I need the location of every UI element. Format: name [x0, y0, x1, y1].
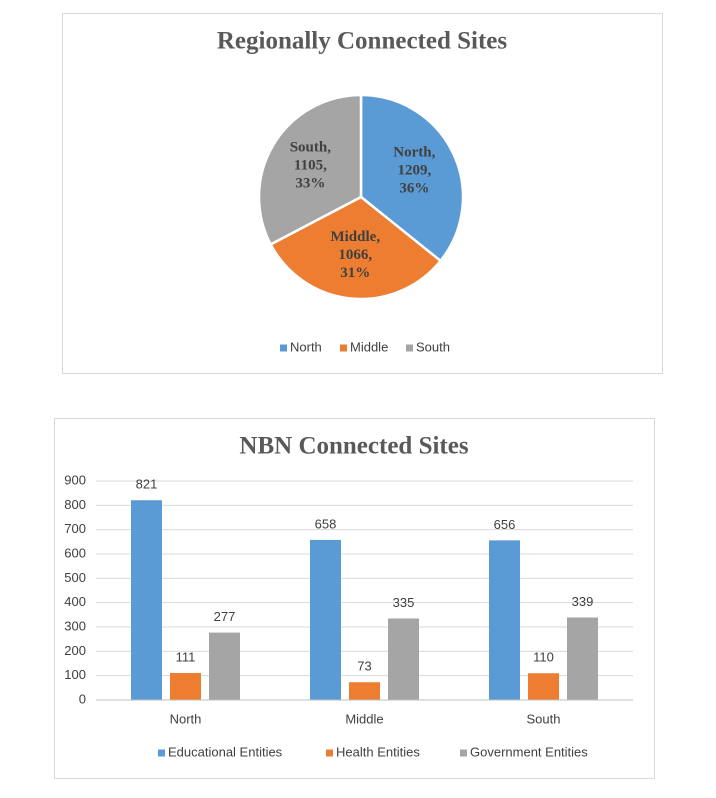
data-label: South, 1105, 33%	[290, 140, 332, 192]
y-tick-label: 600	[64, 545, 86, 560]
bar	[170, 672, 201, 700]
pie-slice	[359, 93, 465, 263]
x-tick-label: South	[527, 711, 561, 726]
x-tick-label: North	[170, 711, 202, 726]
bar	[388, 618, 419, 700]
data-label: 658	[315, 516, 337, 531]
bar-chart: NBN Connected Sites 0 100 200 300 400 500 600 70…	[54, 418, 655, 779]
legend-marker	[158, 749, 165, 757]
data-label: 277	[214, 609, 236, 624]
pie-slice	[257, 93, 363, 247]
y-tick-label: 200	[64, 643, 86, 658]
data-label: North, 1209, 36%	[393, 145, 435, 197]
data-label: 656	[494, 517, 516, 532]
y-tick-label: 400	[64, 594, 86, 609]
legend-marker	[340, 344, 347, 352]
legend-label: North	[290, 339, 322, 354]
bar	[131, 500, 162, 700]
legend-marker	[326, 749, 333, 757]
bar	[209, 632, 240, 700]
legend-marker	[280, 344, 287, 352]
data-label: 73	[357, 659, 371, 674]
legend-marker	[460, 749, 467, 757]
data-label: 111	[176, 649, 196, 664]
pie-chart: Regionally Connected Sites North, 1209, 36%…	[62, 13, 663, 374]
data-label: 339	[572, 594, 594, 609]
bar	[489, 540, 520, 700]
data-label: 821	[136, 477, 158, 492]
data-label: 335	[393, 595, 415, 610]
y-tick-label: 100	[64, 667, 86, 682]
y-tick-label: 300	[64, 618, 86, 633]
bar	[528, 673, 559, 700]
chart-title: NBN Connected Sites	[239, 433, 468, 460]
y-tick-label: 0	[79, 691, 86, 706]
y-tick-label: 900	[64, 472, 86, 487]
data-label: Middle, 1066, 31%	[330, 229, 380, 281]
y-tick-label: 800	[64, 497, 86, 512]
bar	[310, 539, 341, 700]
x-tick-label: Middle	[345, 711, 383, 726]
y-tick-label: 700	[64, 521, 86, 536]
legend-label: Middle	[350, 339, 388, 354]
legend-label: Educational Entities	[168, 744, 283, 759]
y-tick-label: 500	[64, 570, 86, 585]
chart-title: Regionally Connected Sites	[217, 28, 508, 55]
data-label: 110	[533, 650, 554, 665]
legend-label: Health Entities	[336, 744, 420, 759]
bar	[567, 617, 598, 700]
legend-marker	[406, 344, 413, 352]
legend-label: South	[416, 339, 450, 354]
legend-label: Government Entities	[470, 744, 588, 759]
bar	[349, 682, 380, 700]
